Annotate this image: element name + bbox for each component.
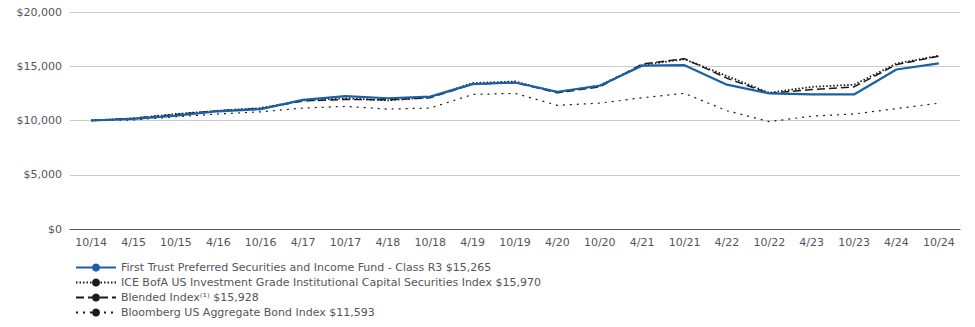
svg-text:4/22: 4/22 [715, 236, 740, 249]
svg-text:4/20: 4/20 [545, 236, 570, 249]
svg-text:$10,000: $10,000 [17, 114, 63, 127]
svg-text:$15,000: $15,000 [17, 60, 63, 73]
svg-text:10/18: 10/18 [414, 236, 446, 249]
svg-text:10/17: 10/17 [330, 236, 362, 249]
svg-text:4/19: 4/19 [460, 236, 485, 249]
svg-text:First Trust Preferred Securiti: First Trust Preferred Securities and Inc… [121, 261, 491, 274]
svg-text:4/24: 4/24 [884, 236, 909, 249]
svg-text:4/18: 4/18 [376, 236, 401, 249]
svg-text:$0: $0 [48, 223, 62, 236]
svg-text:10/15: 10/15 [160, 236, 192, 249]
svg-text:4/15: 4/15 [121, 236, 146, 249]
svg-text:4/21: 4/21 [630, 236, 655, 249]
svg-text:10/22: 10/22 [753, 236, 785, 249]
svg-text:10/24: 10/24 [923, 236, 955, 249]
svg-text:$20,000: $20,000 [17, 6, 63, 19]
svg-text:4/17: 4/17 [291, 236, 316, 249]
svg-text:Blended Index⁽¹⁾ $15,928: Blended Index⁽¹⁾ $15,928 [121, 291, 259, 304]
svg-text:10/23: 10/23 [838, 236, 870, 249]
svg-text:$5,000: $5,000 [24, 168, 63, 181]
svg-text:4/16: 4/16 [206, 236, 231, 249]
svg-text:4/23: 4/23 [799, 236, 824, 249]
svg-text:Bloomberg US Aggregate Bond In: Bloomberg US Aggregate Bond Index $11,59… [121, 306, 375, 319]
svg-text:ICE BofA US Investment Grade I: ICE BofA US Investment Grade Institution… [121, 276, 541, 289]
svg-text:10/20: 10/20 [584, 236, 616, 249]
svg-text:10/14: 10/14 [75, 236, 107, 249]
svg-text:10/21: 10/21 [669, 236, 701, 249]
svg-text:10/19: 10/19 [499, 236, 531, 249]
svg-text:10/16: 10/16 [245, 236, 277, 249]
